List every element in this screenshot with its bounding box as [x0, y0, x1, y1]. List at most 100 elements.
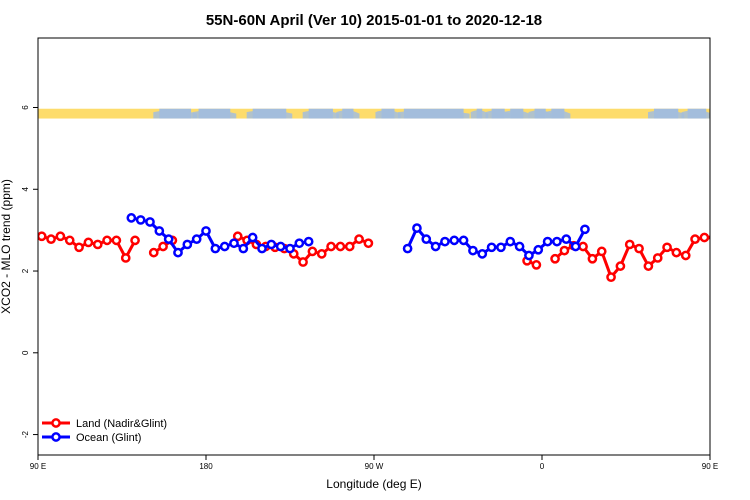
series-0-point-0-7: [102, 235, 112, 246]
series-1-point-0-7: [191, 234, 202, 244]
series-1-point-0-18: [294, 238, 305, 249]
x-axis-label: Longitude (deg E): [326, 477, 421, 491]
series-0-point-4-9: [634, 243, 644, 254]
series-1-point-1-8: [477, 249, 488, 259]
series-1-point-0-15: [266, 239, 277, 250]
y-tick-label-3: 4: [21, 186, 30, 191]
series-1-point-0-13: [247, 232, 258, 243]
series-0-point-3-1: [531, 260, 542, 270]
series-0-point-4-0: [550, 253, 560, 264]
x-tick-label-0: 90 E: [30, 462, 46, 471]
y-tick-label-4: 6: [21, 105, 30, 110]
ocean-shape-3: [302, 110, 339, 119]
ocean-shape-11: [545, 110, 571, 119]
legend-marker-0: [51, 418, 61, 428]
series-1-point-1-17: [561, 234, 572, 244]
series-0-point-0-9: [120, 253, 131, 263]
ocean-shape-0: [153, 110, 198, 119]
legend-label-0: Land (Nadir&Glint): [76, 418, 167, 430]
series-1-point-0-17: [285, 243, 295, 254]
series-0-point-4-18: [719, 237, 726, 244]
series-0-point-4-5: [596, 246, 607, 257]
ocean-shape-5: [375, 110, 401, 119]
series-0-point-2-12: [344, 241, 355, 252]
series-0-point-2-0: [232, 231, 243, 242]
series-0-point-2-11: [335, 241, 346, 252]
series-0-point-1-1: [158, 241, 168, 252]
ocean-shape-2: [246, 110, 293, 119]
series-1-point-1-7: [468, 245, 478, 256]
series-0-point-2-8: [307, 246, 318, 257]
y-tick-label-1: 0: [21, 350, 30, 355]
ocean-shape-4: [336, 110, 360, 119]
series-0-point-4-7: [615, 261, 626, 271]
legend-marker-1: [51, 432, 61, 442]
y-axis-label: XCO2 - MLO trend (ppm): [0, 179, 13, 314]
x-tick-label-4: 90 E: [702, 462, 718, 471]
series-0-point-2-10: [326, 241, 336, 252]
land-ocean-band: [38, 108, 710, 119]
series-0-point-4-4: [587, 253, 598, 264]
series-0-point-0-3: [64, 235, 75, 246]
series-1-point-1-11: [505, 236, 516, 247]
series-1-point-1-16: [552, 236, 562, 247]
series-0-point-0-6: [92, 239, 103, 250]
series-0-point-4-1: [559, 245, 570, 256]
series-0-point-0-1: [46, 234, 56, 244]
series-1-point-1-19: [580, 224, 590, 235]
series-1-point-0-9: [210, 243, 221, 254]
series-0-point-4-14: [680, 250, 691, 261]
series-0-point-2-9: [316, 249, 327, 259]
series-1-point-0-14: [257, 243, 267, 254]
series-0-point-4-11: [652, 253, 663, 263]
series-1-point-1-2: [421, 234, 432, 244]
legend: Land (Nadir&Glint) Ocean (Glint): [42, 418, 167, 444]
plot-frame: [37, 37, 711, 456]
y-tick-label-0: -2: [21, 430, 30, 438]
x-tick-label-3: 0: [540, 462, 545, 471]
series-1-point-0-3: [154, 226, 165, 236]
series-0-point-4-19: [729, 234, 736, 241]
series-1: [126, 213, 590, 261]
x-tick-label-2: 90 W: [365, 462, 384, 471]
series-0-point-4-13: [671, 247, 682, 258]
series-0-point-0-0: [38, 231, 47, 242]
series-0-point-2-7: [298, 257, 308, 267]
series-0-point-0-4: [74, 242, 84, 253]
series-0-point-4-12: [662, 242, 672, 253]
series-1-point-0-2: [145, 217, 155, 227]
series-1-point-0-6: [182, 239, 193, 250]
series-1-point-0-19: [303, 236, 314, 247]
series-0-point-2-13: [354, 234, 364, 244]
ocean-shape-1: [192, 110, 237, 119]
series-0-point-4-16: [699, 232, 710, 243]
series-1-point-1-15: [542, 236, 553, 247]
series-1-point-0-1: [135, 215, 146, 225]
chart-title: 55N-60N April (Ver 10) 2015-01-01 to 202…: [206, 12, 542, 29]
series-1-point-1-12: [514, 241, 525, 252]
series-1-point-1-18: [570, 241, 581, 252]
series-0-point-4-3: [578, 241, 588, 252]
legend-label-1: Ocean (Glint): [76, 432, 141, 444]
y-tick-label-2: 2: [21, 268, 30, 273]
series-0-point-0-2: [55, 231, 66, 242]
series-0-point-4-15: [690, 234, 700, 244]
series-0-line-4: [554, 236, 710, 279]
ocean-shape-13: [681, 110, 710, 119]
series-1-point-0-11: [229, 238, 239, 249]
x-tick-label-1: 180: [199, 462, 213, 471]
series-group: [38, 213, 736, 283]
series-0-point-4-6: [606, 272, 616, 283]
series-0-point-4-17: [708, 234, 710, 241]
series-0-point-1-0: [148, 247, 159, 258]
series-0-point-0-8: [111, 235, 122, 246]
series-1-point-1-0: [402, 243, 413, 254]
series-1-point-1-3: [430, 241, 441, 252]
y-axis: -2 0 2 4 6: [21, 105, 38, 438]
series-0: [38, 231, 736, 283]
series-0-point-4-8: [624, 239, 635, 250]
series-1-point-1-4: [440, 236, 450, 247]
ocean-shape-6: [397, 110, 470, 119]
series-1-point-0-8: [201, 226, 211, 236]
